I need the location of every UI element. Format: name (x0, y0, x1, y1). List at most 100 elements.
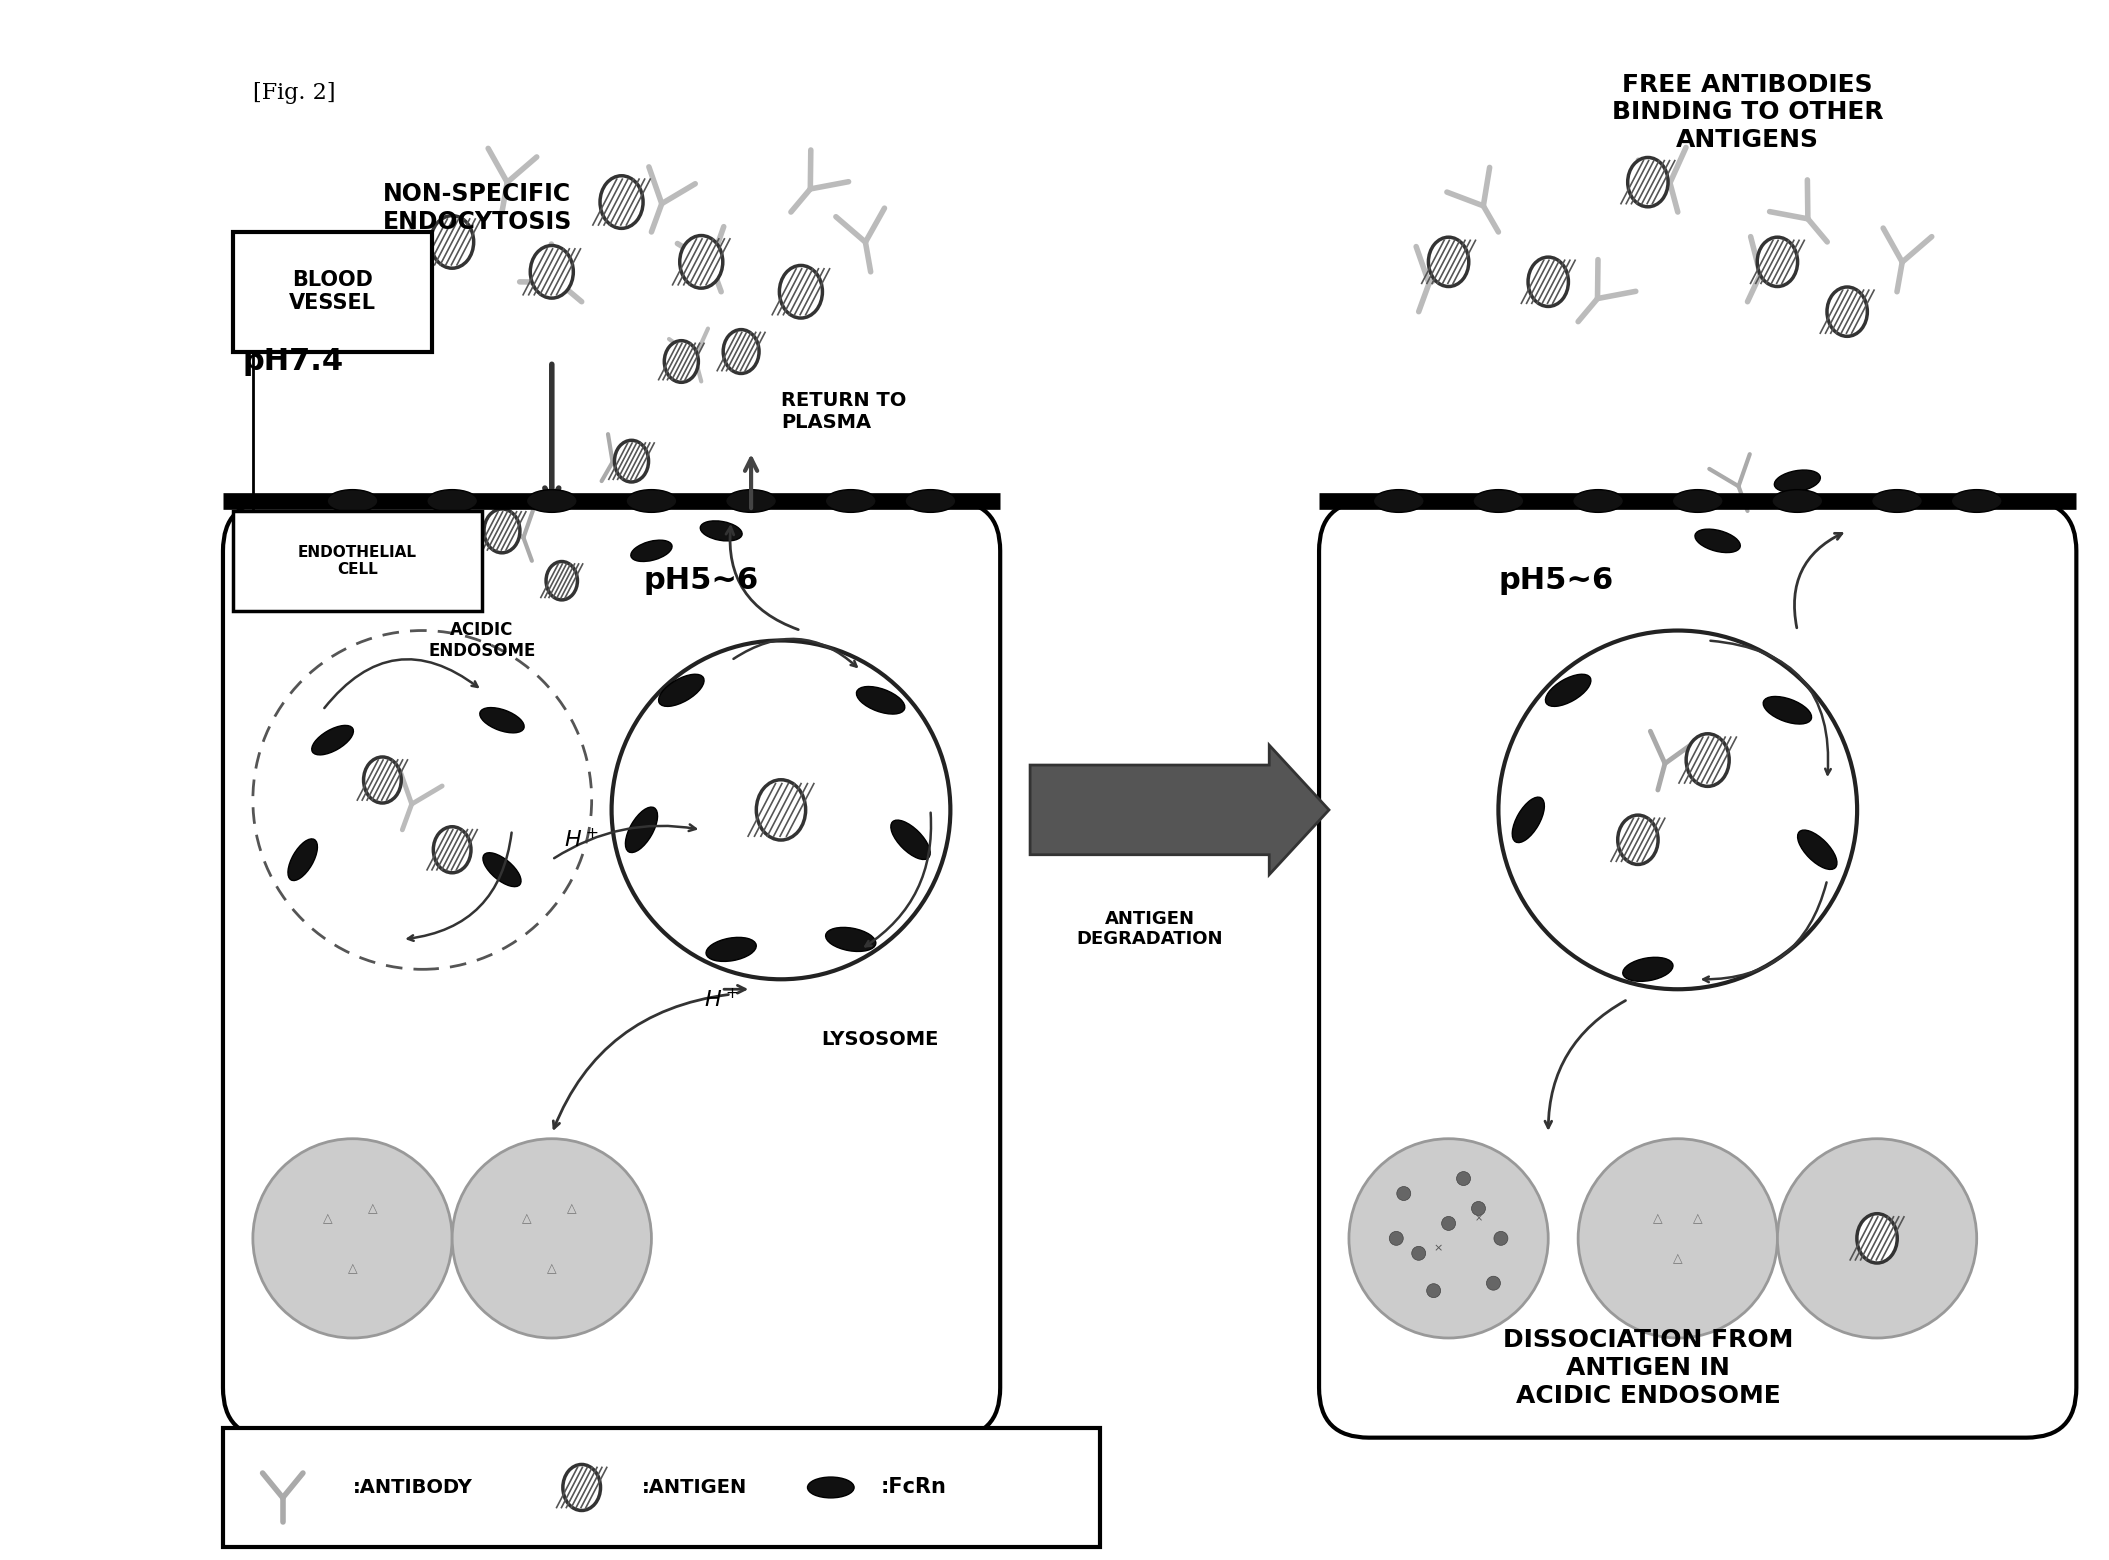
Circle shape (253, 1139, 451, 1338)
Text: FREE ANTIBODIES
BINDING TO OTHER
ANTIGENS: FREE ANTIBODIES BINDING TO OTHER ANTIGEN… (1611, 72, 1883, 153)
Ellipse shape (430, 215, 475, 268)
Circle shape (1411, 1246, 1426, 1260)
Ellipse shape (757, 780, 806, 839)
Ellipse shape (426, 490, 477, 512)
Circle shape (253, 630, 593, 969)
Ellipse shape (312, 725, 354, 755)
Ellipse shape (1622, 958, 1672, 981)
Ellipse shape (1763, 696, 1812, 724)
Text: △: △ (546, 1262, 557, 1275)
Ellipse shape (529, 245, 574, 298)
Circle shape (612, 641, 951, 980)
Ellipse shape (481, 708, 525, 733)
FancyBboxPatch shape (232, 232, 432, 351)
Text: BLOOD
VESSEL: BLOOD VESSEL (289, 270, 375, 314)
FancyBboxPatch shape (232, 512, 483, 610)
Circle shape (1472, 1201, 1485, 1215)
Ellipse shape (1529, 257, 1569, 306)
Text: :FcRn: :FcRn (882, 1477, 947, 1498)
Ellipse shape (485, 509, 521, 552)
Ellipse shape (1672, 490, 1723, 512)
Ellipse shape (363, 757, 401, 803)
Text: LYSOSOME: LYSOSOME (820, 1030, 939, 1048)
Ellipse shape (1797, 830, 1837, 869)
Circle shape (451, 1139, 652, 1338)
Ellipse shape (527, 490, 578, 512)
Ellipse shape (723, 329, 759, 373)
Text: △: △ (567, 1201, 576, 1215)
Ellipse shape (626, 490, 677, 512)
FancyBboxPatch shape (224, 501, 1000, 1438)
Circle shape (1778, 1139, 1976, 1338)
Ellipse shape (1428, 237, 1468, 287)
Ellipse shape (1546, 674, 1590, 707)
Text: △: △ (1672, 1251, 1683, 1265)
Text: $H^+$: $H^+$ (704, 987, 738, 1011)
Ellipse shape (905, 490, 955, 512)
Text: :ANTIBODY: :ANTIBODY (352, 1477, 472, 1498)
Ellipse shape (1871, 490, 1923, 512)
Circle shape (1497, 630, 1858, 989)
Circle shape (1578, 1139, 1778, 1338)
Ellipse shape (780, 265, 823, 318)
Text: △: △ (367, 1201, 378, 1215)
Ellipse shape (1373, 490, 1424, 512)
Ellipse shape (890, 821, 930, 860)
Ellipse shape (808, 1477, 854, 1498)
Text: △: △ (523, 1212, 531, 1225)
Ellipse shape (1774, 470, 1820, 491)
Ellipse shape (707, 938, 757, 961)
Ellipse shape (626, 807, 658, 853)
Ellipse shape (614, 440, 650, 482)
Ellipse shape (327, 490, 378, 512)
Circle shape (1390, 1231, 1402, 1245)
Text: ENDOTHELIAL
CELL: ENDOTHELIAL CELL (297, 544, 418, 577)
Ellipse shape (1628, 158, 1668, 207)
Ellipse shape (1772, 490, 1822, 512)
Ellipse shape (1472, 490, 1525, 512)
Ellipse shape (825, 490, 875, 512)
Ellipse shape (1856, 1214, 1898, 1264)
Text: [Fig. 2]: [Fig. 2] (253, 83, 335, 105)
Text: ×: × (1434, 1243, 1443, 1253)
FancyArrow shape (1029, 746, 1329, 875)
Ellipse shape (1512, 797, 1544, 842)
Ellipse shape (483, 853, 521, 886)
Ellipse shape (825, 927, 875, 952)
Ellipse shape (725, 490, 776, 512)
Ellipse shape (432, 827, 470, 872)
Ellipse shape (546, 562, 578, 601)
Text: △: △ (1653, 1212, 1662, 1225)
Text: ANTIGEN
DEGRADATION: ANTIGEN DEGRADATION (1076, 909, 1223, 948)
Ellipse shape (563, 1465, 601, 1510)
Ellipse shape (679, 236, 723, 289)
Ellipse shape (1757, 237, 1797, 287)
Ellipse shape (658, 674, 704, 707)
Circle shape (1396, 1187, 1411, 1201)
Ellipse shape (664, 340, 698, 382)
Text: pH5~6: pH5~6 (643, 566, 759, 596)
Text: RETURN TO
PLASMA: RETURN TO PLASMA (780, 392, 907, 432)
Ellipse shape (1951, 490, 2001, 512)
Text: △: △ (348, 1262, 356, 1275)
Ellipse shape (1696, 529, 1740, 552)
Text: pH7.4: pH7.4 (243, 346, 344, 376)
Circle shape (1350, 1139, 1548, 1338)
Ellipse shape (1826, 287, 1866, 337)
Ellipse shape (1618, 816, 1658, 864)
Text: NON-SPECIFIC
ENDOCYTOSIS: NON-SPECIFIC ENDOCYTOSIS (382, 183, 572, 234)
Text: $H^+$: $H^+$ (565, 828, 599, 852)
Circle shape (1493, 1231, 1508, 1245)
Text: :ANTIGEN: :ANTIGEN (641, 1477, 747, 1498)
Ellipse shape (856, 686, 905, 714)
Circle shape (1487, 1276, 1499, 1290)
Circle shape (1457, 1172, 1470, 1186)
Text: △: △ (323, 1212, 333, 1225)
Ellipse shape (631, 540, 673, 562)
Ellipse shape (1573, 490, 1624, 512)
FancyBboxPatch shape (224, 1427, 1099, 1548)
FancyBboxPatch shape (1318, 501, 2077, 1438)
Ellipse shape (601, 176, 643, 228)
Ellipse shape (700, 521, 742, 541)
Text: ACIDIC
ENDOSOME: ACIDIC ENDOSOME (428, 621, 536, 660)
